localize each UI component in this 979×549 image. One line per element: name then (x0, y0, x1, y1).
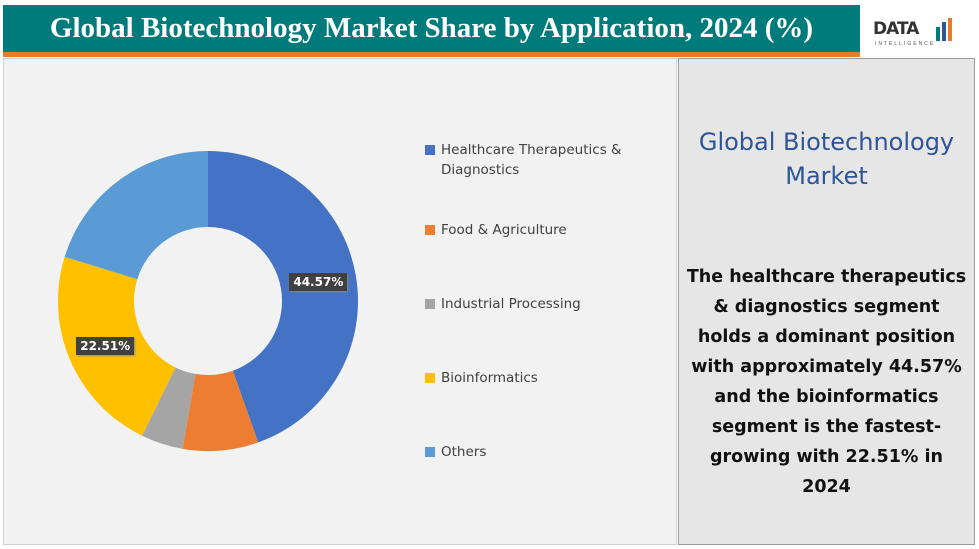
chart-title: Global Biotechnology Market Share by App… (3, 5, 860, 52)
data-label-1: 44.57% (289, 272, 348, 291)
legend-swatch (425, 447, 435, 457)
summary-text: The healthcare therapeutics & diagnostic… (686, 267, 967, 497)
legend-label: Others (441, 444, 487, 460)
logo-bars-icon (936, 18, 952, 41)
legend-item: Bioinformatics (425, 368, 681, 388)
summary-title: Global Biotechnology Market (698, 128, 955, 190)
legend-label: Healthcare Therapeutics & Diagnostics (441, 142, 622, 178)
legend-swatch (425, 145, 435, 155)
legend-label: Food & Agriculture (441, 222, 567, 238)
logo-subtext: INTELLIGENCE (875, 41, 936, 47)
donut-slice-1 (208, 151, 359, 443)
summary-panel: Global Biotechnology Market The healthca… (678, 58, 975, 545)
data-label-4: 22.51% (76, 336, 135, 355)
legend-item: Industrial Processing (425, 294, 681, 314)
legend-swatch (425, 299, 435, 309)
legend-swatch (425, 373, 435, 383)
legend-label: Bioinformatics (441, 370, 538, 386)
header-divider (3, 52, 860, 57)
legend-item: Healthcare Therapeutics & Diagnostics (425, 140, 651, 180)
donut-slice-3 (142, 367, 196, 449)
legend-item: Food & Agriculture (425, 220, 681, 240)
legend-label: Industrial Processing (441, 296, 581, 312)
donut-slice-5 (64, 151, 209, 280)
donut-slice-2 (182, 370, 259, 452)
legend-swatch (425, 225, 435, 235)
legend-item: Others (425, 442, 681, 462)
logo: DATA INTELLIGENCE (861, 5, 975, 57)
logo-text: DATA (873, 19, 919, 39)
